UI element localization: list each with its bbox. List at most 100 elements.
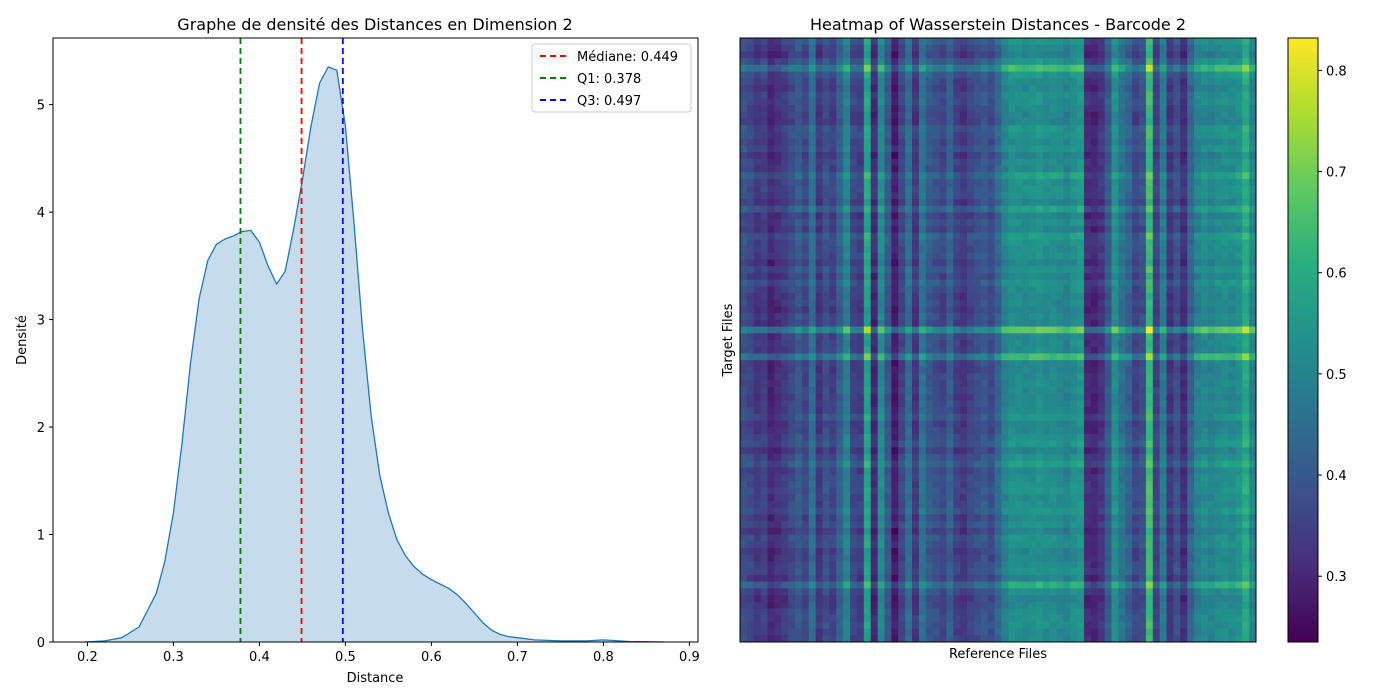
heatmap-cell: [753, 125, 762, 133]
heatmap-cell: [1111, 252, 1119, 260]
heatmap-cell: [1077, 91, 1085, 99]
heatmap-cell: [1104, 433, 1112, 442]
heatmap-cell: [822, 71, 830, 79]
heatmap-cell: [1097, 326, 1106, 334]
heatmap-cell: [891, 427, 899, 435]
heatmap-cell: [781, 152, 789, 160]
heatmap-cell: [925, 64, 934, 72]
heatmap-cell: [973, 454, 982, 462]
heatmap-cell: [1145, 286, 1154, 294]
heatmap-cell: [1104, 319, 1112, 327]
heatmap-cell: [980, 172, 989, 180]
heatmap-cell: [1015, 232, 1023, 240]
heatmap-cell: [1042, 138, 1050, 146]
heatmap-cell: [994, 353, 1002, 361]
heatmap-cell: [746, 178, 755, 187]
heatmap-cell: [1090, 199, 1099, 207]
heatmap-cell: [801, 427, 810, 435]
heatmap-cell: [767, 178, 775, 187]
heatmap-cell: [1228, 71, 1236, 79]
heatmap-cell: [774, 340, 782, 348]
heatmap-cell: [1001, 44, 1009, 52]
heatmap-cell: [939, 205, 947, 213]
heatmap-cell: [953, 138, 961, 146]
heatmap-cell: [760, 212, 768, 220]
heatmap-cell: [829, 413, 837, 421]
heatmap-cell: [1049, 185, 1057, 193]
heatmap-cell: [898, 420, 906, 428]
heatmap-cell: [815, 111, 823, 119]
heatmap-cell: [898, 246, 906, 254]
heatmap-cell: [870, 407, 878, 415]
heatmap-cell: [1035, 152, 1044, 160]
heatmap-cell: [1015, 252, 1023, 260]
heatmap-cell: [1056, 366, 1064, 374]
heatmap-cell: [746, 393, 755, 401]
heatmap-cell: [1207, 172, 1216, 180]
heatmap-cell: [774, 165, 782, 173]
heatmap-cell: [1001, 340, 1009, 348]
heatmap-cell: [795, 51, 803, 59]
heatmap-cell: [1221, 246, 1229, 254]
heatmap-cell: [1049, 152, 1057, 160]
heatmap-cell: [932, 158, 940, 166]
heatmap-cell: [1111, 71, 1119, 79]
heatmap-cell: [1125, 393, 1133, 401]
heatmap-cell: [1118, 58, 1126, 66]
heatmap-cell: [843, 259, 851, 267]
heatmap-cell: [980, 420, 989, 428]
heatmap-cell: [767, 286, 775, 294]
heatmap-cell: [1042, 178, 1050, 187]
heatmap-cell: [973, 58, 982, 66]
heatmap-cell: [1035, 178, 1044, 187]
heatmap-cell: [1139, 433, 1147, 442]
heatmap-cell: [912, 460, 920, 468]
heatmap-cell: [1221, 427, 1229, 435]
heatmap-cell: [967, 286, 975, 294]
heatmap-cell: [967, 346, 975, 354]
heatmap-cell: [884, 346, 892, 354]
heatmap-cell: [1070, 413, 1078, 421]
heatmap-cell: [1077, 433, 1085, 442]
heatmap-cell: [1111, 467, 1119, 475]
heatmap-cell: [1118, 393, 1126, 401]
heatmap-cell: [1084, 386, 1092, 395]
heatmap-cell: [884, 185, 892, 193]
heatmap-cell: [1145, 78, 1154, 86]
heatmap-cell: [1035, 105, 1044, 113]
heatmap-cell: [973, 44, 982, 52]
heatmap-cell: [960, 326, 968, 334]
heatmap-cell: [781, 474, 789, 482]
heatmap-cell: [987, 105, 995, 113]
heatmap-cell: [760, 380, 768, 388]
heatmap-cell: [884, 279, 892, 287]
heatmap-cell: [884, 239, 892, 247]
heatmap-cell: [967, 125, 975, 133]
heatmap-cell: [1104, 91, 1112, 99]
heatmap-cell: [1111, 279, 1119, 287]
heatmap-cell: [836, 252, 844, 260]
heatmap-cell: [1015, 205, 1023, 213]
heatmap-cell: [960, 105, 968, 113]
heatmap-cell: [973, 246, 982, 254]
heatmap-cell: [1070, 111, 1078, 119]
heatmap-cell: [850, 366, 858, 374]
heatmap-cell: [1200, 44, 1209, 52]
heatmap-cell: [1187, 433, 1195, 442]
heatmap-cell: [1249, 51, 1257, 59]
heatmap-cell: [932, 165, 940, 173]
heatmap-cell: [760, 131, 768, 140]
heatmap-cell: [987, 91, 995, 99]
heatmap-cell: [774, 219, 782, 227]
heatmap-cell: [1008, 346, 1016, 354]
heatmap-cell: [1221, 172, 1229, 180]
heatmap-cell: [960, 447, 968, 455]
heatmap-cell: [1139, 440, 1147, 448]
heatmap-cell: [960, 44, 968, 52]
heatmap-cell: [1180, 333, 1188, 341]
heatmap-cell: [1104, 98, 1112, 106]
heatmap-cell: [760, 71, 768, 79]
heatmap-cell: [781, 131, 789, 140]
heatmap-cell: [987, 78, 995, 86]
heatmap-cell: [1228, 306, 1236, 314]
